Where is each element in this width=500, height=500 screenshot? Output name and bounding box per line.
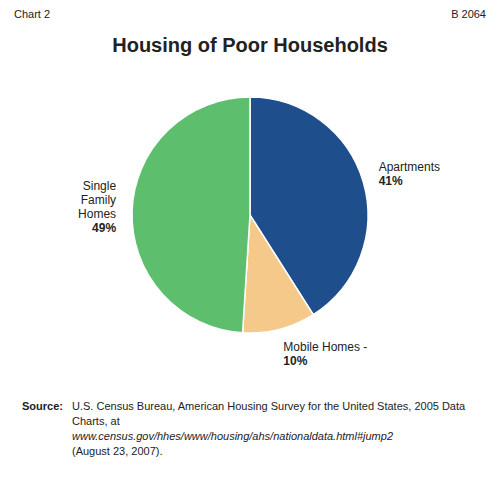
header-left: Chart 2 <box>14 8 50 20</box>
labels: Apartments41% Mobile Homes -10% SingleFami… <box>78 160 440 368</box>
source-text: Charts, at <box>72 415 120 427</box>
source-label: Source: <box>22 400 63 412</box>
source-text: U.S. Census Bureau, American Housing Sur… <box>72 400 466 412</box>
slice <box>243 215 314 333</box>
slice-label: Mobile Homes - <box>283 340 367 354</box>
pie <box>132 97 368 333</box>
slice-value: 49% <box>92 221 116 235</box>
source-text: (August 23, 2007). <box>72 445 163 457</box>
slice <box>132 97 250 333</box>
header-right: B 2064 <box>451 8 486 20</box>
source-text: www.census.gov/hhes/www/housing/ahs/nati… <box>72 430 393 442</box>
slice-value: 41% <box>379 174 403 188</box>
slice-label: SingleFamilyHomes <box>78 179 116 221</box>
slice-label: Apartments <box>379 160 440 174</box>
slice-value: 10% <box>283 354 307 368</box>
chart: Chart 2 B 2064 Housing of Poor Households A… <box>0 0 500 500</box>
title: Housing of Poor Households <box>112 34 388 56</box>
